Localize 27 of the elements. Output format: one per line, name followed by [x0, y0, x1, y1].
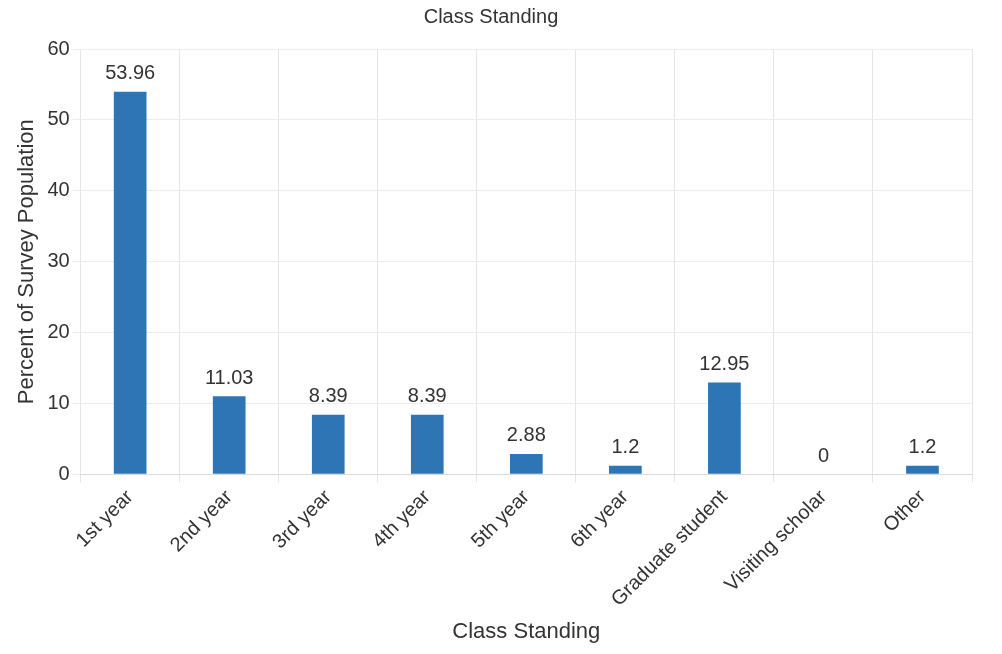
data-label: 12.95	[699, 352, 750, 375]
chart-title: Class Standing	[423, 4, 559, 27]
bar	[609, 465, 642, 474]
bar	[311, 414, 345, 474]
data-label: 11.03	[204, 365, 254, 388]
y-tick-label: 30	[47, 249, 70, 272]
bar	[113, 91, 147, 474]
x-axis-title: Class Standing	[452, 617, 601, 643]
bar	[708, 382, 741, 474]
data-label: 2.88	[506, 423, 546, 446]
bar	[212, 396, 246, 474]
bar	[906, 465, 939, 474]
data-label: 1.2	[611, 435, 640, 458]
data-label: 1.2	[908, 435, 937, 458]
y-tick-label: 60	[47, 36, 70, 59]
bar	[410, 414, 444, 474]
y-tick-label: 20	[47, 320, 70, 343]
y-tick-label: 50	[47, 107, 70, 130]
bar	[509, 453, 543, 474]
y-tick-label: 0	[58, 461, 70, 484]
y-tick-label: 10	[47, 390, 70, 413]
data-label: 8.39	[308, 384, 348, 407]
y-axis-title: Percent of Survey Population	[13, 119, 39, 405]
data-label: 8.39	[407, 384, 447, 407]
data-label: 0	[817, 443, 829, 466]
data-label: 53.96	[105, 61, 156, 84]
y-tick-label: 40	[47, 178, 70, 201]
